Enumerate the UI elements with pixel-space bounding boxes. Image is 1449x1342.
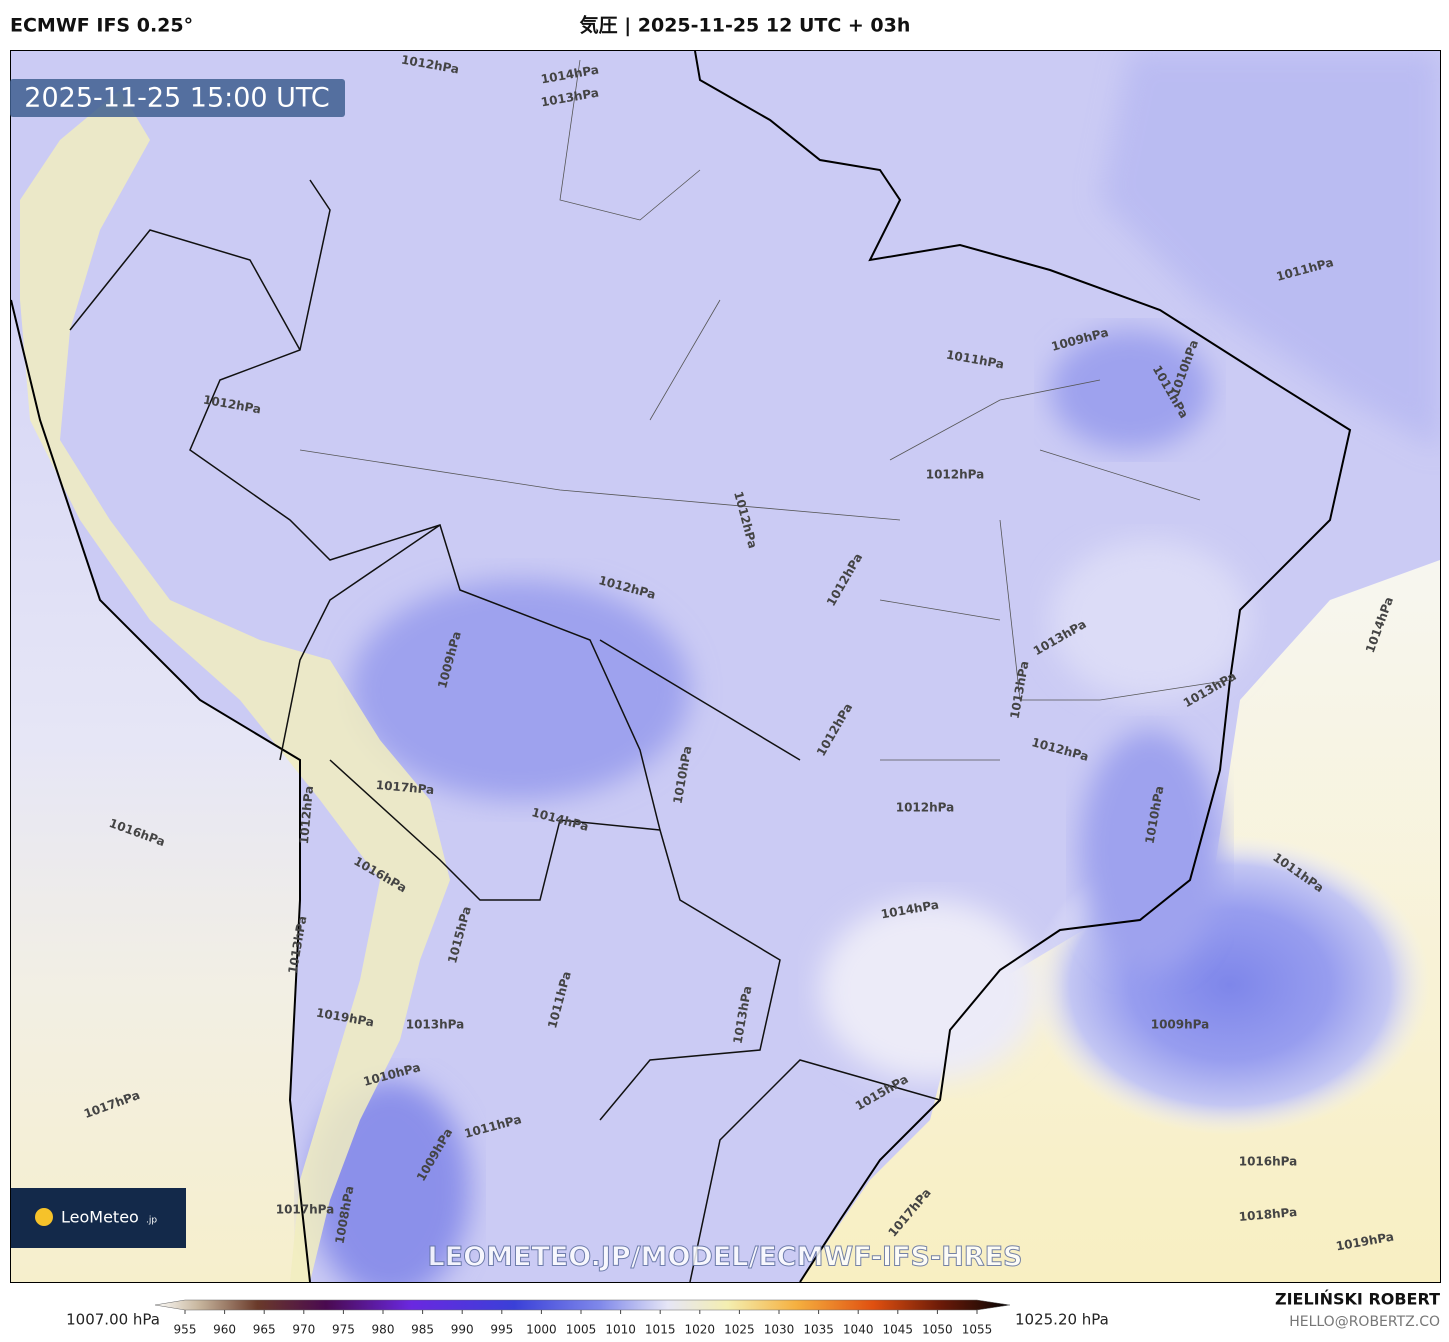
time-box	[10, 79, 345, 117]
logo-suffix: .jp	[146, 1216, 157, 1226]
contour-label: 1016hPa	[1239, 1155, 1298, 1169]
map-frame	[10, 50, 1441, 1283]
author: ZIELIŃSKI ROBERT	[1275, 1290, 1440, 1309]
contour-label: 1013hPa	[406, 1018, 465, 1032]
colorbar-tick-label: 1005	[566, 1323, 597, 1337]
colorbar-tick-label: 965	[253, 1323, 276, 1337]
atlantic-north	[1100, 51, 1440, 450]
contour-label: 1017hPa	[276, 1203, 335, 1217]
colorbar-tick-label: 1055	[962, 1323, 993, 1337]
low-pressure	[350, 580, 690, 800]
colorbar-tick-label: 1045	[883, 1323, 914, 1337]
colorbar-tick-label: 990	[451, 1323, 474, 1337]
colorbar	[154, 1299, 1011, 1311]
colorbar-tick-label: 1000	[526, 1323, 557, 1337]
high-pressure	[820, 900, 1040, 1080]
colorbar-tick-label: 1025	[724, 1323, 755, 1337]
contour-label: 1009hPa	[1151, 1018, 1210, 1032]
colorbar-tick-label: 970	[292, 1323, 315, 1337]
colorbar-tick-label: 1050	[922, 1323, 953, 1337]
colorbar-tick-label: 1035	[803, 1323, 834, 1337]
colorbar-tick-label: 1030	[764, 1323, 795, 1337]
logo-sun	[35, 1208, 53, 1226]
colorbar-tick-label: 960	[213, 1323, 236, 1337]
state-borders	[299, 59, 1231, 761]
valid-time: 2025-11-25 15:00 UTC	[24, 83, 329, 114]
contour-label: 1017hPa	[375, 778, 435, 797]
map: 1012hPa 1014hPa1013hPa1011hPa1009hPa1011h…	[11, 51, 1440, 1282]
colorbar-tick-label: 980	[372, 1323, 395, 1337]
low-pressure	[1080, 730, 1220, 970]
colorbar-min: 1007.00 hPa	[66, 1311, 160, 1329]
model-name: ECMWF IFS 0.25°	[10, 15, 193, 37]
contour-label: 1012hPa	[926, 468, 985, 482]
high-pressure	[1050, 540, 1250, 700]
colorbar-tick-label: 1015	[645, 1323, 676, 1337]
colorbar-tick-label: 955	[174, 1323, 197, 1337]
colorbar-tick-label: 1040	[843, 1323, 874, 1337]
country-borders	[69, 179, 941, 1282]
contour-label: 1012hPa	[297, 785, 316, 845]
watermark: LEOMETEO.JP/MODEL/ECMWF-IFS-HRES	[428, 1242, 1023, 1273]
coastline	[11, 51, 1352, 1282]
colorbar-tick-label: 1020	[685, 1323, 716, 1337]
low-pressure	[1050, 330, 1210, 450]
colorbar-tick-label: 1010	[605, 1323, 636, 1337]
colorbar-max: 1025.20 hPa	[1015, 1311, 1109, 1329]
map-title: 気圧 | 2025-11-25 12 UTC + 03h	[580, 14, 911, 37]
andes	[20, 90, 450, 1282]
contour-label: 1018hPa	[1238, 1205, 1298, 1224]
logo-name: LeoMeteo	[61, 1208, 139, 1227]
colorbar-tick-label: 995	[490, 1323, 513, 1337]
colorbar-tick-label: 985	[411, 1323, 434, 1337]
email: HELLO@ROBERTZ.CO	[1289, 1314, 1440, 1330]
pacific	[11, 300, 310, 1282]
colorbar-tick-label: 975	[332, 1323, 355, 1337]
contour-label: 1012hPa	[896, 801, 955, 815]
